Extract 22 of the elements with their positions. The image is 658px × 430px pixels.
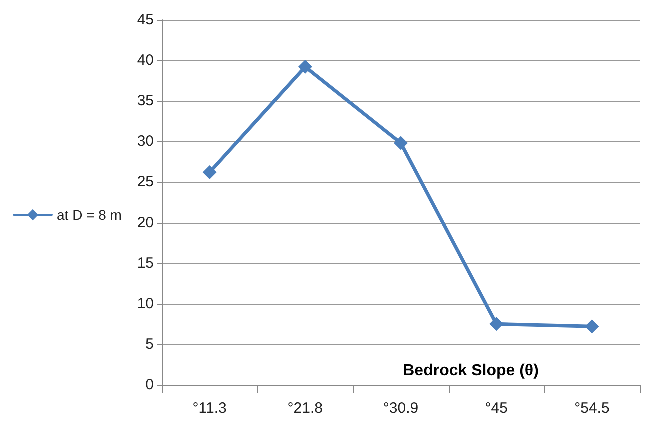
point bbox=[394, 136, 408, 150]
y-tick-label: 30 bbox=[137, 133, 154, 150]
y-tick-label: 10 bbox=[137, 295, 154, 312]
x-tick-label: °30.9 bbox=[383, 400, 419, 417]
x-axis-title: Bedrock Slope (θ) bbox=[403, 362, 539, 380]
y-tick-label: 5 bbox=[146, 336, 154, 353]
x-tick-label: °45 bbox=[485, 400, 508, 417]
point bbox=[298, 60, 312, 74]
x-tick-label: °21.8 bbox=[288, 400, 323, 417]
point bbox=[202, 165, 217, 180]
y-tick-label: 20 bbox=[137, 214, 154, 232]
y-tick-label: 0 bbox=[146, 376, 154, 394]
point bbox=[490, 317, 504, 332]
legend-label: at D = 8 m bbox=[57, 207, 122, 223]
y-tick-label: 40 bbox=[137, 52, 154, 70]
point bbox=[585, 320, 600, 334]
y-tick-label: 35 bbox=[137, 92, 154, 110]
y-tick-label: 45 bbox=[137, 12, 154, 28]
y-tick-label: 15 bbox=[137, 254, 154, 272]
x-tick-label: °11.3 bbox=[192, 400, 227, 417]
x-tick-label: °54.5 bbox=[574, 400, 610, 417]
y-tick-label: 25 bbox=[137, 174, 154, 191]
